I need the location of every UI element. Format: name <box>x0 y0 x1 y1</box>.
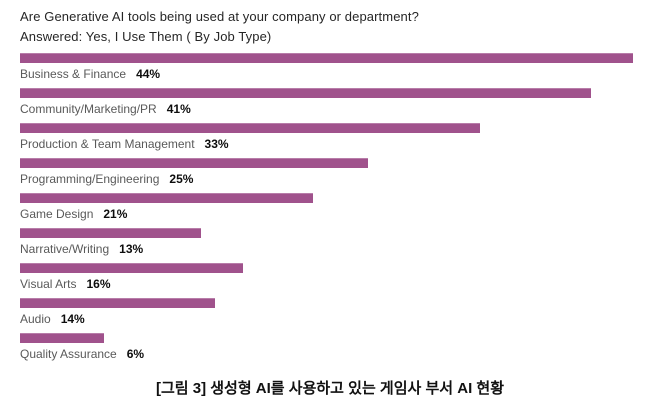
category-label: Quality Assurance <box>20 347 117 361</box>
value-label: 16% <box>86 277 111 291</box>
category-label: Visual Arts <box>20 277 77 291</box>
value-label: 44% <box>136 67 161 81</box>
bar-game-design <box>20 193 313 203</box>
value-label: 25% <box>169 172 194 186</box>
category-label: Business & Finance <box>20 67 127 81</box>
row-labels: Narrative/Writing 13% <box>20 242 633 256</box>
category-label: Programming/Engineering <box>20 172 160 186</box>
value-label: 33% <box>204 137 229 151</box>
chart-title: Are Generative AI tools being used at yo… <box>20 7 634 47</box>
bar-audio <box>20 298 216 308</box>
category-label: Game Design <box>20 207 94 221</box>
value-label: 6% <box>126 347 145 361</box>
chart-rows: Business & Finance 44% Community/Marketin… <box>20 53 633 361</box>
bar-chart: Are Generative AI tools being used at yo… <box>20 7 634 368</box>
chart-row-quality-assurance: Quality Assurance 6% <box>20 333 633 361</box>
row-labels: Visual Arts 16% <box>20 277 633 291</box>
row-labels: Production & Team Management 33% <box>20 137 633 151</box>
value-label: 13% <box>119 242 144 256</box>
bar-narrative-writing <box>20 228 202 238</box>
row-labels: Business & Finance 44% <box>20 67 633 81</box>
bar-quality-assurance <box>20 333 104 343</box>
row-labels: Quality Assurance 6% <box>20 347 633 361</box>
chart-row-programming-engineering: Programming/Engineering 25% <box>20 158 633 186</box>
chart-title-line1: Are Generative AI tools being used at yo… <box>20 9 419 24</box>
row-labels: Programming/Engineering 25% <box>20 172 633 186</box>
chart-title-line2: Answered: Yes, I Use Them ( By Job Type) <box>20 29 272 44</box>
chart-row-visual-arts: Visual Arts 16% <box>20 263 633 291</box>
bar-production-team-management <box>20 123 480 133</box>
category-label: Production & Team Management <box>20 137 195 151</box>
value-label: 14% <box>60 312 85 326</box>
chart-row-production-team-management: Production & Team Management 33% <box>20 123 633 151</box>
chart-row-audio: Audio 14% <box>20 298 633 326</box>
bar-programming-engineering <box>20 158 369 168</box>
category-label: Audio <box>20 312 51 326</box>
chart-row-game-design: Game Design 21% <box>20 193 633 221</box>
row-labels: Game Design 21% <box>20 207 633 221</box>
chart-row-community-marketing-pr: Community/Marketing/PR 41% <box>20 88 633 116</box>
value-label: 21% <box>103 207 128 221</box>
category-label: Community/Marketing/PR <box>20 102 157 116</box>
bar-visual-arts <box>20 263 243 273</box>
category-label: Narrative/Writing <box>20 242 110 256</box>
chart-row-narrative-writing: Narrative/Writing 13% <box>20 228 633 256</box>
figure-caption: [그림 3] 생성형 AI를 사용하고 있는 게임사 부서 AI 현황 <box>155 380 505 397</box>
row-labels: Community/Marketing/PR 41% <box>20 102 633 116</box>
row-labels: Audio 14% <box>20 312 633 326</box>
value-label: 41% <box>166 102 191 116</box>
bar-business-finance <box>20 53 633 63</box>
chart-row-business-finance: Business & Finance 44% <box>20 53 633 81</box>
bar-community-marketing-pr <box>20 88 592 98</box>
